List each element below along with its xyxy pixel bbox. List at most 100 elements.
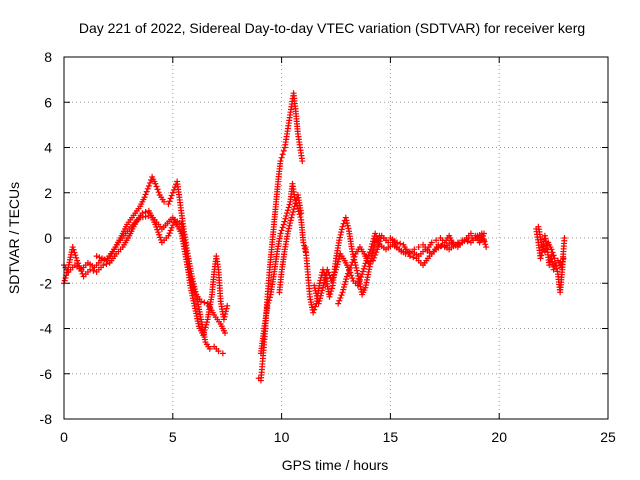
- x-tick-label: 25: [600, 429, 616, 445]
- data-point: [64, 267, 71, 274]
- data-point: [201, 299, 208, 306]
- data-point: [202, 324, 209, 331]
- data-point: [558, 264, 565, 271]
- data-point: [338, 229, 345, 236]
- data-point: [336, 237, 343, 244]
- data-point: [360, 265, 367, 272]
- data-point: [165, 232, 172, 239]
- y-tick-label: 6: [44, 94, 52, 110]
- data-point: [169, 189, 176, 196]
- data-point: [93, 253, 100, 260]
- data-point: [291, 203, 298, 210]
- data-point: [537, 255, 544, 262]
- data-point: [334, 261, 341, 268]
- data-point: [287, 217, 294, 224]
- data-point: [369, 257, 376, 264]
- data-point: [203, 319, 210, 326]
- data-point: [358, 274, 365, 281]
- data-point: [279, 224, 286, 231]
- data-point: [337, 294, 344, 301]
- data-point: [433, 237, 440, 244]
- data-point: [278, 154, 285, 161]
- data-point: [76, 262, 83, 269]
- data-point: [292, 200, 299, 207]
- data-point: [167, 227, 174, 234]
- data-point: [359, 271, 366, 278]
- data-point: [78, 268, 85, 275]
- data-point: [410, 254, 417, 261]
- data-point: [266, 297, 273, 304]
- data-point: [152, 180, 159, 187]
- tick-labels: 0 5 10 15 20 25 -8 -6 -4 -2 0 2 4 6 8: [40, 49, 616, 445]
- data-point: [290, 208, 297, 215]
- data-point: [346, 267, 353, 274]
- y-tick-label: 0: [44, 230, 52, 246]
- data-point: [165, 201, 172, 208]
- data-point: [166, 230, 173, 237]
- data-point: [90, 267, 97, 274]
- data-point: [351, 253, 358, 260]
- data-point: [375, 243, 382, 250]
- data-point: [559, 258, 566, 265]
- data-point: [285, 225, 292, 232]
- data-point: [266, 294, 273, 301]
- data-point: [223, 305, 230, 312]
- y-tick-label: 8: [44, 49, 52, 65]
- data-point: [368, 243, 375, 250]
- data-point: [383, 237, 390, 244]
- data-point: [336, 297, 343, 304]
- data-point: [338, 226, 345, 233]
- data-point: [286, 201, 293, 208]
- data-point: [550, 252, 557, 259]
- data-point: [483, 244, 490, 251]
- data-point: [548, 246, 555, 253]
- data-point: [359, 268, 366, 275]
- data-point: [200, 332, 207, 339]
- data-point: [61, 277, 68, 284]
- x-axis-label: GPS time / hours: [282, 457, 389, 473]
- data-point: [397, 240, 404, 247]
- data-point: [344, 270, 351, 277]
- data-point: [372, 251, 379, 258]
- data-point: [349, 259, 356, 266]
- y-tick-label: -4: [40, 321, 53, 337]
- data-point: [155, 189, 162, 196]
- data-point: [284, 210, 291, 217]
- data-point: [319, 287, 326, 294]
- data-point: [146, 179, 153, 186]
- data-point: [277, 230, 284, 237]
- data-point: [282, 215, 289, 222]
- data-point: [200, 329, 207, 336]
- data-point: [298, 210, 305, 217]
- data-point: [281, 218, 288, 225]
- data-point: [558, 261, 565, 268]
- data-point: [290, 206, 297, 213]
- data-point: [62, 274, 69, 281]
- data-point: [355, 273, 362, 280]
- chart-title: Day 221 of 2022, Sidereal Day-to-day VTE…: [79, 20, 585, 36]
- data-point: [335, 258, 342, 265]
- data-point: [550, 266, 557, 273]
- data-point: [317, 292, 324, 299]
- data-point: [300, 239, 307, 246]
- data-point: [318, 290, 325, 297]
- data-point: [333, 266, 339, 273]
- data-point: [561, 235, 568, 241]
- data-point: [299, 158, 306, 165]
- data-point: [100, 262, 107, 269]
- data-point: [63, 269, 70, 276]
- data-point: [224, 302, 231, 309]
- data-point: [316, 280, 323, 287]
- data-point: [328, 277, 335, 284]
- data-point: [284, 207, 291, 214]
- data-point: [324, 266, 331, 273]
- data-point: [103, 261, 110, 268]
- data-point: [342, 278, 349, 285]
- data-point: [549, 249, 556, 256]
- grid: [64, 57, 608, 419]
- data-point: [365, 259, 372, 266]
- data-point: [166, 198, 173, 205]
- x-tick-label: 10: [274, 429, 290, 445]
- data-point: [373, 249, 380, 256]
